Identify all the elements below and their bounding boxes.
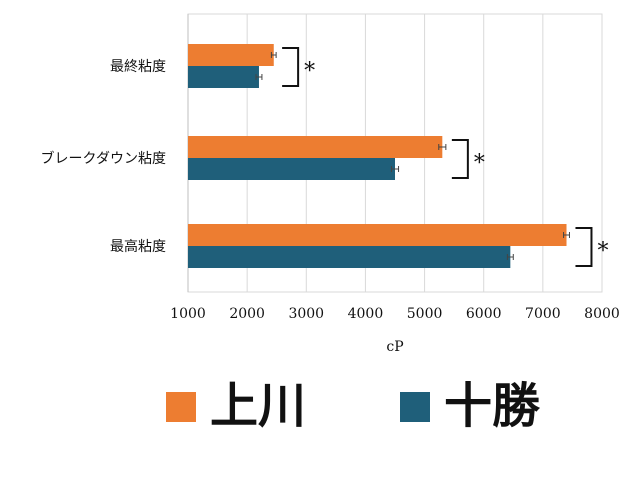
x-tick-label: 5000 [407,306,443,322]
error-bar [563,232,570,238]
error-bar [506,254,514,260]
significance-bracket: * [282,47,315,87]
error-bar [438,144,447,150]
bar [188,44,274,66]
x-tick-label: 2000 [229,306,265,322]
x-tick-label: 4000 [348,306,384,322]
significance-bracket: * [575,227,608,267]
category-label: 最終粘度 [110,59,166,75]
x-tick-label: 7000 [525,306,561,322]
legend-swatch [400,392,430,422]
significance-label: * [304,59,315,84]
x-tick-label: 3000 [288,306,324,322]
category-label: 最高粘度 [110,238,166,255]
bar [188,136,443,158]
x-tick-label: 6000 [466,306,502,322]
bar [188,246,511,268]
error-bar [390,166,400,172]
bracket-line [451,139,469,179]
significance-bracket: * [451,139,485,179]
error-bars [255,52,570,260]
legend-item: 上川 [166,378,306,434]
significance-label: * [597,239,608,264]
legend-label: 十勝 [444,378,541,434]
x-tick-label: 1000 [170,306,206,322]
x-tick-label: 8000 [584,306,620,322]
category-label: ブレークダウン粘度 [41,150,166,167]
legend-label: 上川 [210,378,306,434]
legend-item: 十勝 [400,378,541,434]
bracket-line [575,227,593,267]
bracket-line [282,47,300,87]
legend: 上川 十勝 [166,378,541,434]
bar [188,158,395,180]
x-axis-label: cP [386,339,403,355]
error-bar [270,52,277,58]
significance-markers: * * * [282,47,608,267]
x-tick-labels: 1000 2000 3000 4000 5000 6000 7000 8000 [170,306,620,322]
significance-label: * [474,151,485,176]
bar [188,66,259,88]
error-bar [255,74,263,80]
bar [188,224,567,246]
legend-swatch [166,392,196,422]
bars [188,44,567,268]
